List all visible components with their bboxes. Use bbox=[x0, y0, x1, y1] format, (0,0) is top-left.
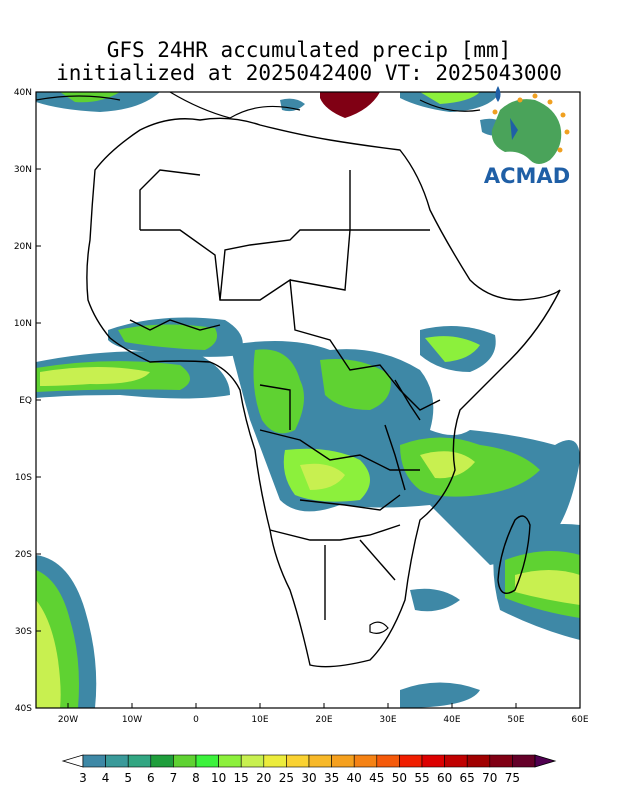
colorbar-label: 15 bbox=[234, 771, 249, 785]
lat-tick-label: 20N bbox=[14, 242, 32, 252]
chart-title-line2: initialized at 2025042400 VT: 2025043000 bbox=[56, 61, 562, 85]
colorbar-box bbox=[173, 754, 197, 768]
colorbar-box bbox=[105, 754, 129, 768]
latitude-ticks: 40N 30N 20N 10N EQ 10S 20S 30S 40S bbox=[14, 88, 41, 714]
lat-tick-label: 10N bbox=[14, 319, 32, 329]
colorbar-label: 50 bbox=[392, 771, 407, 785]
lat-tick-label: EQ bbox=[19, 396, 32, 406]
colorbar-label: 20 bbox=[256, 771, 271, 785]
colorbar-label: 40 bbox=[347, 771, 362, 785]
colorbar-label: 7 bbox=[170, 771, 178, 785]
colorbar-label: 5 bbox=[124, 771, 132, 785]
lon-tick-label: 40E bbox=[443, 715, 460, 725]
lat-tick-label: 30S bbox=[15, 627, 32, 637]
colorbar-label: 8 bbox=[192, 771, 200, 785]
lat-tick-label: 30N bbox=[14, 165, 32, 175]
colorbar-box bbox=[127, 754, 152, 768]
colorbar-label: 30 bbox=[301, 771, 316, 785]
colorbar-box bbox=[444, 754, 468, 768]
colorbar-label: 70 bbox=[482, 771, 497, 785]
colorbar-box bbox=[82, 754, 106, 768]
lon-tick-label: 0 bbox=[193, 715, 199, 725]
longitude-ticks: 20W 10W 0 10E 20E 30E 40E 50E 60E bbox=[58, 703, 589, 725]
colorbar-label: 55 bbox=[414, 771, 429, 785]
colorbar-box bbox=[512, 754, 536, 768]
acmad-logo: ACMAD bbox=[484, 86, 570, 188]
colorbar-box bbox=[466, 754, 491, 768]
lake-outline bbox=[369, 621, 389, 634]
lon-tick-label: 60E bbox=[571, 715, 588, 725]
lon-tick-label: 10E bbox=[251, 715, 268, 725]
colorbar-box bbox=[195, 754, 219, 768]
lon-tick-label: 30E bbox=[379, 715, 396, 725]
colorbar-label: 3 bbox=[79, 771, 87, 785]
chart-title-line1: GFS 24HR accumulated precip [mm] bbox=[106, 38, 512, 62]
lon-tick-label: 50E bbox=[507, 715, 524, 725]
colorbar-label: 4 bbox=[102, 771, 110, 785]
colorbar: 3 4 5 6 7 8 10 15 20 25 30 35 40 45 50 55 60 65 70 75 bbox=[61, 754, 557, 785]
precip-field bbox=[36, 92, 580, 708]
colorbar-label: 6 bbox=[147, 771, 155, 785]
acmad-logo-text: ACMAD bbox=[484, 164, 570, 188]
colorbar-label: 65 bbox=[460, 771, 475, 785]
colorbar-label: 35 bbox=[324, 771, 339, 785]
colorbar-box bbox=[353, 754, 378, 768]
colorbar-box bbox=[399, 754, 423, 768]
colorbar-box bbox=[286, 754, 310, 768]
colorbar-label: 10 bbox=[211, 771, 226, 785]
colorbar-box bbox=[150, 754, 174, 768]
colorbar-max-triangle bbox=[534, 754, 557, 768]
colorbar-label: 75 bbox=[505, 771, 520, 785]
colorbar-box bbox=[218, 754, 242, 768]
colorbar-box bbox=[263, 754, 287, 768]
colorbar-label: 60 bbox=[437, 771, 452, 785]
europe-coast bbox=[36, 92, 481, 119]
lon-tick-label: 20W bbox=[58, 715, 78, 725]
lon-tick-label: 10W bbox=[122, 715, 142, 725]
colorbar-box bbox=[240, 754, 265, 768]
lat-tick-label: 40S bbox=[15, 704, 32, 714]
colorbar-box bbox=[308, 754, 332, 768]
colorbar-label: 45 bbox=[369, 771, 384, 785]
lat-tick-label: 20S bbox=[15, 550, 32, 560]
coastlines bbox=[86, 117, 561, 668]
map-area bbox=[36, 92, 580, 708]
lon-tick-label: 20E bbox=[315, 715, 332, 725]
colorbar-box bbox=[421, 754, 445, 768]
colorbar-box bbox=[331, 754, 355, 768]
madagascar-outline bbox=[497, 515, 531, 594]
colorbar-box bbox=[376, 754, 400, 768]
colorbar-label: 25 bbox=[279, 771, 294, 785]
colorbar-min-triangle bbox=[61, 754, 84, 768]
lat-tick-label: 40N bbox=[14, 88, 32, 98]
colorbar-box bbox=[489, 754, 513, 768]
lat-tick-label: 10S bbox=[15, 473, 32, 483]
